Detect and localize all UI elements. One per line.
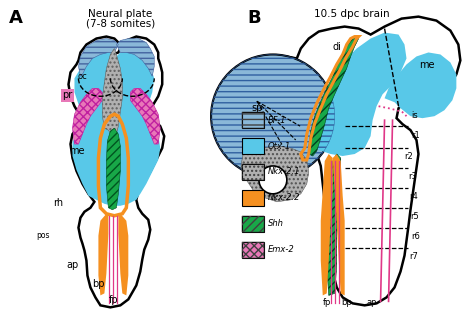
Text: r3: r3 bbox=[409, 172, 418, 181]
Text: pr: pr bbox=[63, 90, 73, 100]
Text: r5: r5 bbox=[410, 212, 419, 221]
Circle shape bbox=[259, 166, 287, 194]
Bar bbox=[242, 112, 264, 128]
Text: B: B bbox=[247, 9, 261, 27]
Text: ap: ap bbox=[366, 298, 377, 307]
Polygon shape bbox=[73, 88, 102, 144]
Polygon shape bbox=[384, 52, 456, 118]
Text: r2: r2 bbox=[404, 152, 413, 161]
Polygon shape bbox=[241, 146, 309, 202]
Text: Nkx-2.1: Nkx-2.1 bbox=[268, 167, 301, 176]
Polygon shape bbox=[99, 214, 109, 295]
Text: Otx-1: Otx-1 bbox=[268, 142, 291, 150]
Text: Shh: Shh bbox=[268, 219, 284, 228]
Text: A: A bbox=[9, 9, 23, 27]
Circle shape bbox=[211, 54, 335, 178]
Polygon shape bbox=[130, 88, 160, 144]
Text: sp: sp bbox=[251, 103, 263, 113]
Text: r7: r7 bbox=[410, 252, 419, 261]
Text: ap: ap bbox=[66, 259, 79, 270]
Polygon shape bbox=[79, 39, 118, 76]
Text: BF-1: BF-1 bbox=[268, 116, 286, 125]
Text: Neural plate: Neural plate bbox=[88, 9, 153, 19]
Polygon shape bbox=[333, 154, 345, 295]
Polygon shape bbox=[321, 154, 333, 295]
Bar bbox=[242, 216, 264, 232]
Text: r1: r1 bbox=[411, 131, 420, 140]
Text: 10.5 dpc brain: 10.5 dpc brain bbox=[314, 9, 390, 19]
Polygon shape bbox=[327, 154, 341, 295]
Polygon shape bbox=[309, 37, 359, 156]
Text: pos: pos bbox=[36, 231, 49, 240]
Text: oc: oc bbox=[78, 72, 87, 81]
Polygon shape bbox=[237, 17, 460, 305]
Text: fp: fp bbox=[109, 295, 118, 305]
Text: is: is bbox=[411, 111, 418, 120]
Text: di: di bbox=[332, 42, 341, 52]
Polygon shape bbox=[69, 37, 164, 307]
Polygon shape bbox=[73, 51, 160, 206]
Text: bp: bp bbox=[92, 279, 105, 289]
Bar bbox=[242, 138, 264, 154]
Polygon shape bbox=[116, 39, 154, 76]
Text: r6: r6 bbox=[411, 232, 420, 241]
Text: Emx-2: Emx-2 bbox=[268, 245, 295, 254]
Polygon shape bbox=[106, 128, 120, 210]
Bar bbox=[242, 190, 264, 206]
Text: Nkx-2.2: Nkx-2.2 bbox=[268, 193, 301, 202]
Text: me: me bbox=[69, 146, 84, 156]
Bar bbox=[242, 164, 264, 180]
Polygon shape bbox=[102, 48, 122, 138]
Bar bbox=[242, 242, 264, 258]
Text: bp: bp bbox=[341, 298, 352, 307]
Polygon shape bbox=[118, 214, 128, 295]
Bar bbox=[242, 164, 264, 180]
Bar bbox=[242, 242, 264, 258]
Polygon shape bbox=[309, 33, 407, 156]
Text: me: me bbox=[419, 60, 434, 70]
Text: fp: fp bbox=[322, 298, 331, 307]
Bar bbox=[242, 112, 264, 128]
Text: r4: r4 bbox=[410, 192, 418, 201]
Bar bbox=[242, 216, 264, 232]
Text: rh: rh bbox=[54, 198, 64, 208]
Text: (7-8 somites): (7-8 somites) bbox=[86, 19, 155, 29]
